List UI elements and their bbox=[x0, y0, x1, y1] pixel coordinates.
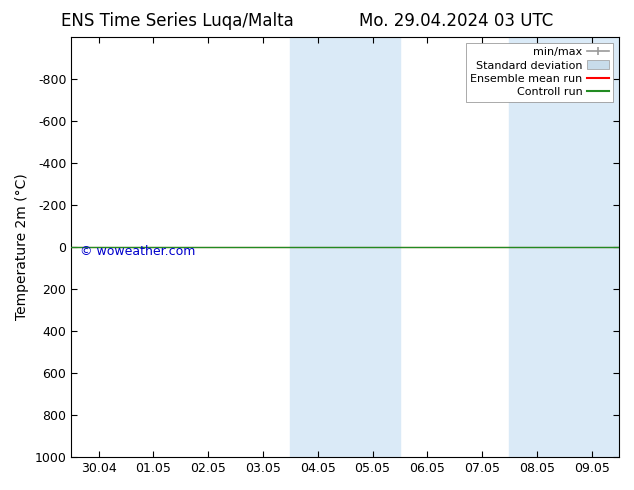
Text: © woweather.com: © woweather.com bbox=[79, 245, 195, 258]
Text: ENS Time Series Luqa/Malta: ENS Time Series Luqa/Malta bbox=[61, 12, 294, 30]
Bar bbox=[510, 37, 619, 457]
Legend: min/max, Standard deviation, Ensemble mean run, Controll run: min/max, Standard deviation, Ensemble me… bbox=[465, 43, 614, 102]
Text: Mo. 29.04.2024 03 UTC: Mo. 29.04.2024 03 UTC bbox=[359, 12, 553, 30]
Bar bbox=[290, 37, 400, 457]
Y-axis label: Temperature 2m (°C): Temperature 2m (°C) bbox=[15, 174, 29, 320]
